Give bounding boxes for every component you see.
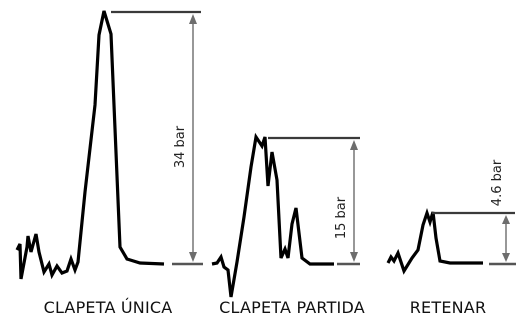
pressure-trace-retenar xyxy=(386,207,483,275)
panel-clapeta-unica: 34 bar xyxy=(15,10,203,280)
dimension-arrow-top-clapeta-partida xyxy=(350,140,358,150)
dimension-arrow-top-retenar xyxy=(502,215,510,224)
panel-retenar: 4.6 bar xyxy=(386,159,516,275)
dimension-arrow-top-clapeta-unica xyxy=(189,14,197,24)
measurement-label-clapeta-partida: 15 bar xyxy=(334,196,349,239)
panel-clapeta-partida: 15 bar xyxy=(211,132,360,298)
dimension-arrow-bottom-clapeta-unica xyxy=(189,252,197,262)
caption-clapeta-unica: CLAPETA ÚNICA xyxy=(43,298,173,317)
caption-retenar: RETENAR xyxy=(409,298,487,317)
dimension-arrow-bottom-clapeta-partida xyxy=(350,252,358,262)
measurement-label-retenar: 4.6 bar xyxy=(490,159,505,206)
pressure-trace-clapeta-unica xyxy=(15,10,165,280)
measurement-label-clapeta-unica: 34 bar xyxy=(173,125,188,168)
dimension-arrow-bottom-retenar xyxy=(502,253,510,262)
caption-clapeta-partida: CLAPETA PARTIDA xyxy=(219,298,365,317)
pressure-trace-clapeta-partida xyxy=(211,132,334,298)
